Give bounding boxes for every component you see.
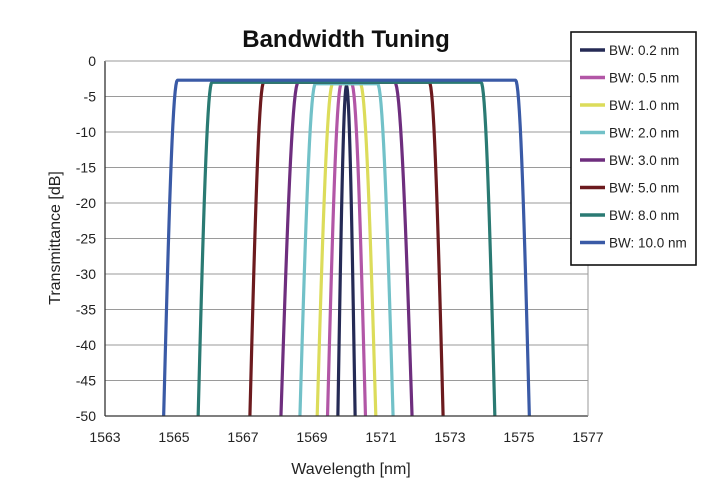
legend-label: BW: 3.0 nm xyxy=(609,153,679,168)
legend-label: BW: 1.0 nm xyxy=(609,98,679,113)
y-tick-label: -10 xyxy=(76,124,96,140)
y-tick-label: -5 xyxy=(84,89,97,105)
plot-area: 0 -5 -10 -15 -20 -25 -30 -35 -40 -45 -50 1563 1565 15… xyxy=(76,53,604,445)
legend-label: BW: 5.0 nm xyxy=(609,181,679,196)
x-tick-label: 1575 xyxy=(503,429,534,445)
y-tick-label: -45 xyxy=(76,373,96,389)
legend-label: BW: 0.5 nm xyxy=(609,71,679,86)
x-tick-label: 1577 xyxy=(572,429,603,445)
y-tick-label: -40 xyxy=(76,337,96,353)
legend-box xyxy=(570,31,697,266)
legend-label: BW: 2.0 nm xyxy=(609,126,679,141)
legend-label: BW: 0.2 nm xyxy=(609,43,679,58)
y-tick-label: 0 xyxy=(88,53,96,69)
y-tick-label: -20 xyxy=(76,195,96,211)
x-tick-label: 1571 xyxy=(365,429,396,445)
series-line-7 xyxy=(162,78,531,417)
x-tick-label: 1563 xyxy=(89,429,120,445)
legend-label: BW: 8.0 nm xyxy=(609,208,679,223)
y-tick-label: -30 xyxy=(76,266,96,282)
y-tick-label: -50 xyxy=(76,408,96,424)
legend-label: BW: 10.0 nm xyxy=(609,236,687,251)
x-tick-label: 1565 xyxy=(158,429,189,445)
legend: BW: 0.2 nm BW: 0.5 nm BW: 1.0 nm BW: 2.0 nm… xyxy=(570,31,697,266)
x-tick-label: 1573 xyxy=(434,429,465,445)
x-tick-label: 1567 xyxy=(227,429,258,445)
y-tick-label: -35 xyxy=(76,302,96,318)
y-axis-label: Transmittance [dB] xyxy=(47,171,64,305)
series-line-6 xyxy=(196,80,497,417)
y-tick-label: -25 xyxy=(76,231,96,247)
chart-title: Bandwidth Tuning xyxy=(242,26,450,53)
x-tick-label: 1569 xyxy=(296,429,327,445)
series-line-0 xyxy=(336,84,357,417)
x-axis-label: Wavelength [nm] xyxy=(291,461,410,478)
y-tick-label: -15 xyxy=(76,160,96,176)
